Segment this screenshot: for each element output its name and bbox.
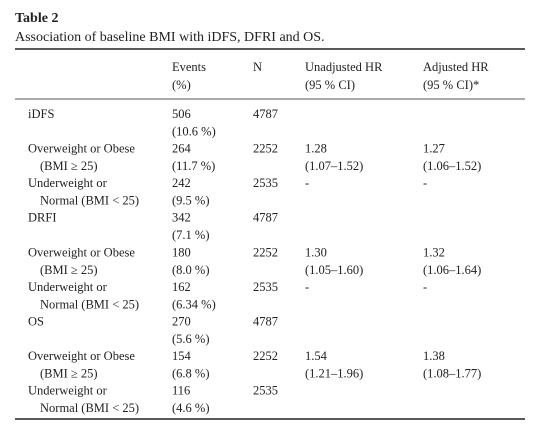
cell: 2252	[253, 141, 278, 155]
cell: 270	[172, 314, 191, 328]
row-label: Normal (BMI < 25)	[40, 194, 139, 208]
cell: 1.38	[423, 349, 445, 363]
row-label: (BMI ≥ 25)	[40, 263, 98, 277]
cell: (1.08–1.77)	[423, 367, 481, 381]
cell: 342	[172, 211, 191, 225]
cell: 264	[172, 141, 192, 155]
column-header: Adjusted HR	[423, 60, 489, 74]
row-label: OS	[28, 314, 44, 328]
row-label: Normal (BMI < 25)	[40, 401, 139, 415]
cell: (1.07–1.52)	[305, 159, 363, 173]
cell: 4787	[253, 211, 278, 225]
row-label: DRFI	[28, 211, 56, 225]
cell: 1.27	[423, 141, 445, 155]
row-label: Overweight or Obese	[28, 141, 135, 155]
cell: 162	[172, 280, 191, 294]
cell: (4.6 %)	[172, 401, 210, 415]
column-header: Events	[172, 60, 206, 74]
cell: 154	[172, 349, 192, 363]
cell: 2252	[253, 349, 278, 363]
cell: (10.6 %)	[172, 124, 216, 138]
cell: (8.0 %)	[172, 263, 210, 277]
column-header: Unadjusted HR	[305, 60, 383, 74]
cell: 2535	[253, 384, 278, 398]
row-label: Normal (BMI < 25)	[40, 297, 139, 311]
row-label: iDFS	[28, 107, 54, 121]
cell: (7.1 %)	[172, 228, 210, 242]
cell: 180	[172, 245, 191, 259]
cell: 506	[172, 107, 191, 121]
cell: 1.28	[305, 141, 327, 155]
cell: -	[423, 280, 427, 294]
cell: (1.21–1.96)	[305, 367, 363, 381]
cell: (6.8 %)	[172, 367, 210, 381]
cell: 1.32	[423, 245, 445, 259]
cell: 1.54	[305, 349, 328, 363]
cell: 116	[172, 384, 190, 398]
row-label: Underweight or	[28, 280, 108, 294]
row-label: Overweight or Obese	[28, 245, 135, 259]
cell: 2535	[253, 280, 278, 294]
cell: -	[305, 280, 309, 294]
column-header: (95 % CI)*	[423, 78, 479, 92]
cell: 2535	[253, 176, 278, 190]
cell: 4787	[253, 107, 278, 121]
cell: (1.05–1.60)	[305, 263, 363, 277]
cell: -	[423, 176, 427, 190]
row-label: Underweight or	[28, 176, 108, 190]
cell: (1.06–1.52)	[423, 159, 481, 173]
column-header: (%)	[172, 78, 191, 92]
row-label: Overweight or Obese	[28, 349, 135, 363]
cell: -	[305, 176, 309, 190]
table-title: Table 2	[15, 11, 58, 26]
cell: (1.06–1.64)	[423, 263, 481, 277]
row-label: (BMI ≥ 25)	[40, 367, 98, 381]
row-label: Underweight or	[28, 384, 108, 398]
column-header: (95 % CI)	[305, 78, 355, 92]
table-caption: Association of baseline BMI with iDFS, D…	[15, 30, 325, 45]
cell: (5.6 %)	[172, 332, 210, 346]
cell: (6.34 %)	[172, 297, 216, 311]
cell: 4787	[253, 314, 278, 328]
cell: (11.7 %)	[172, 159, 215, 173]
row-label: (BMI ≥ 25)	[40, 159, 98, 173]
cell: 2252	[253, 245, 278, 259]
column-header: N	[253, 60, 262, 74]
cell: 1.30	[305, 245, 327, 259]
cell: 242	[172, 176, 191, 190]
cell: (9.5 %)	[172, 194, 210, 208]
